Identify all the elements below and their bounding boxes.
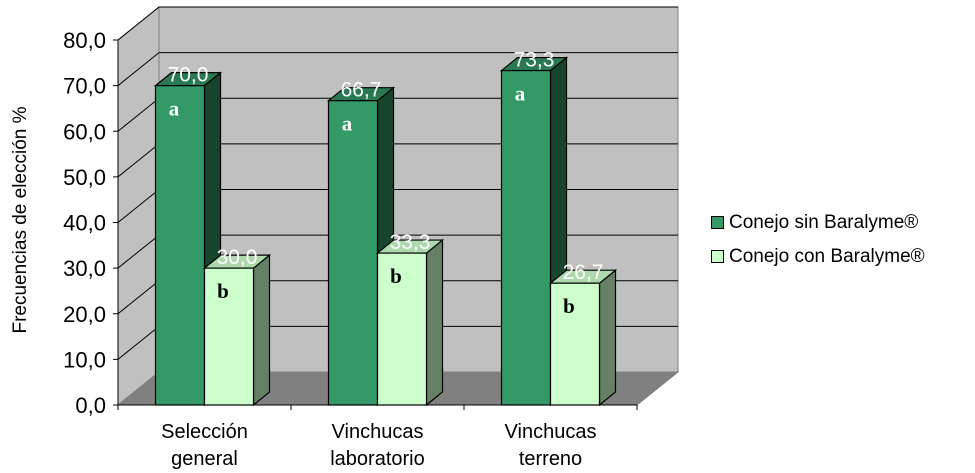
- significance-letter: a: [342, 112, 353, 136]
- bars: [153, 56, 618, 407]
- legend-label-con: Conejo con Baralyme®: [729, 245, 925, 267]
- legend-item-con: Conejo con Baralyme®: [702, 241, 974, 272]
- y-tick-label: 80,0: [63, 28, 106, 53]
- bar-con-baralyme: [548, 268, 618, 407]
- y-axis: 0,0 10,0 20,0 30,0 40,0 50,0 60,0 70,0 80,0: [63, 28, 119, 418]
- data-label: 33,3: [390, 231, 431, 254]
- data-labels: 70,0 a 30,0 b 66,7 a 33,3 b 73,3 a 26,7 b: [168, 49, 604, 319]
- gridline: [117, 6, 678, 41]
- significance-letter: a: [169, 97, 180, 121]
- data-label: 26,7: [563, 261, 604, 284]
- category-label: Vinchucas terreno: [505, 421, 597, 470]
- significance-letter: b: [390, 264, 402, 288]
- data-label: 70,0: [168, 64, 209, 87]
- significance-letter: b: [563, 294, 575, 318]
- bar-front: [327, 100, 379, 406]
- legend-swatch-con: [711, 250, 724, 263]
- bar-con-baralyme: [202, 253, 272, 407]
- bar-con-baralyme: [375, 238, 445, 407]
- y-tick-label: 60,0: [63, 119, 106, 144]
- significance-letter: a: [515, 82, 526, 106]
- y-tick-label: 20,0: [63, 302, 106, 327]
- category-label: Selección general: [161, 421, 248, 470]
- bar-front: [376, 252, 428, 406]
- bar-front: [203, 267, 255, 406]
- bar-side: [425, 238, 444, 407]
- bar-side: [598, 268, 617, 407]
- legend-item-sin: Conejo sin Baralyme®: [702, 207, 974, 238]
- legend: Conejo sin Baralyme® Conejo con Baralyme…: [702, 204, 974, 274]
- y-tick-label: 30,0: [63, 256, 106, 281]
- y-tick-label: 0,0: [75, 393, 106, 418]
- bar-side: [252, 253, 271, 407]
- legend-swatch-sin: [711, 216, 724, 229]
- category-label: Vinchucas laboratorio: [330, 421, 425, 470]
- data-label: 30,0: [217, 246, 258, 269]
- significance-letter: b: [217, 279, 229, 303]
- data-label: 73,3: [514, 49, 555, 72]
- gridline: [117, 52, 678, 87]
- bar-front: [549, 282, 601, 406]
- data-label: 66,7: [341, 79, 382, 102]
- bar-front: [154, 85, 206, 406]
- y-tick-label: 70,0: [63, 74, 106, 99]
- y-tick-label: 10,0: [63, 347, 106, 372]
- y-axis-title: Frecuencias de elección %: [10, 106, 31, 333]
- y-tick-label: 50,0: [63, 165, 106, 190]
- y-tick-label: 40,0: [63, 211, 106, 236]
- x-axis: Selección general Vinchucas laboratorio Vinc…: [117, 404, 638, 470]
- bar-front: [500, 69, 552, 406]
- legend-label-sin: Conejo sin Baralyme®: [729, 211, 919, 233]
